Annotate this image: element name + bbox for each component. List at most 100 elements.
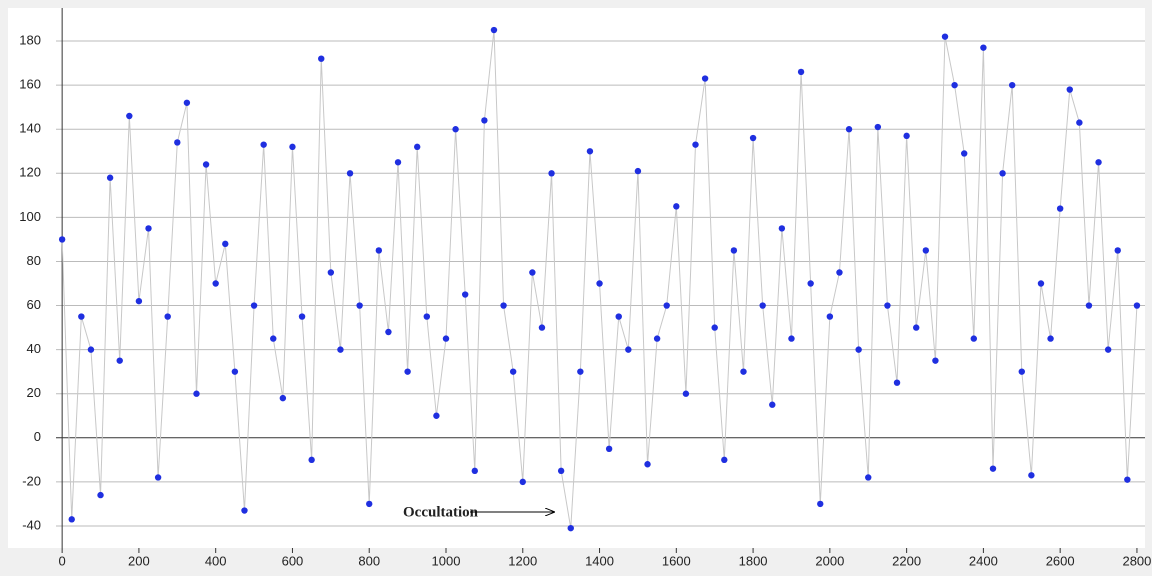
y-tick-label: 180 (19, 32, 41, 47)
data-point (442, 335, 450, 342)
data-point (740, 368, 747, 375)
data-point (807, 280, 814, 287)
data-point (414, 143, 421, 151)
data-point (202, 161, 210, 168)
x-tick-label: 2400 (969, 553, 998, 568)
data-point (596, 280, 603, 287)
data-point (500, 302, 507, 309)
x-tick-label: 1600 (662, 553, 691, 568)
data-point (1008, 81, 1016, 89)
data-point (625, 346, 632, 353)
data-point (989, 465, 997, 472)
data-point (865, 474, 872, 481)
data-point (778, 225, 786, 232)
data-point (87, 346, 95, 353)
data-point (538, 324, 546, 331)
y-tick-label: 40 (27, 341, 41, 356)
data-point (1047, 335, 1054, 342)
data-point (1095, 159, 1102, 166)
x-tick-label: 800 (358, 553, 380, 568)
data-point (749, 134, 757, 142)
data-point (298, 313, 306, 320)
data-point (1114, 247, 1121, 254)
data-point (452, 126, 459, 133)
data-point (164, 313, 171, 320)
data-point (250, 302, 258, 309)
data-point (97, 491, 104, 499)
data-point (154, 474, 162, 481)
x-tick-label: 2600 (1046, 553, 1075, 568)
data-point (893, 379, 901, 386)
data-point (1133, 302, 1141, 309)
annotation: Occultation (403, 504, 479, 520)
data-point (375, 247, 383, 254)
data-point (1028, 472, 1035, 479)
data-point (759, 302, 766, 309)
data-point (721, 456, 728, 464)
data-point (999, 170, 1006, 177)
data-point (1056, 205, 1064, 212)
data-point (327, 269, 335, 276)
data-point (106, 174, 114, 181)
data-point (903, 132, 910, 140)
data-point (78, 313, 85, 320)
x-tick-label: 1200 (508, 553, 537, 568)
data-point (193, 390, 200, 397)
data-point (1085, 302, 1093, 309)
x-tick-label: 1000 (432, 553, 461, 568)
data-point (586, 148, 594, 155)
data-point (874, 123, 882, 131)
y-tick-label: 60 (27, 297, 41, 312)
data-point (471, 467, 478, 475)
data-point (932, 357, 939, 364)
data-point (615, 313, 622, 320)
data-point (673, 203, 680, 210)
data-point (951, 81, 958, 89)
data-point (548, 170, 555, 177)
data-point (423, 313, 431, 320)
data-point (529, 269, 536, 276)
data-point (116, 357, 123, 364)
data-point (135, 297, 143, 305)
data-point (461, 291, 469, 298)
y-tick-label: -40 (22, 517, 41, 532)
data-point (730, 247, 738, 254)
x-tick-label: 1800 (739, 553, 768, 568)
data-point (913, 324, 920, 331)
data-point (1066, 86, 1073, 93)
data-point (385, 328, 392, 336)
data-point (855, 346, 862, 353)
data-point (970, 335, 978, 342)
y-tick-label: 100 (19, 209, 41, 224)
data-point (711, 324, 718, 331)
data-point (941, 33, 949, 40)
data-point (404, 368, 411, 375)
data-point (481, 117, 488, 124)
y-tick-label: 0 (34, 429, 41, 444)
data-point (1124, 476, 1131, 483)
data-point (1018, 368, 1025, 375)
data-point (174, 139, 181, 146)
data-point (289, 143, 296, 151)
data-point (346, 170, 354, 177)
y-tick-label: 160 (19, 77, 41, 92)
data-point (279, 394, 287, 402)
x-tick-label: 2200 (892, 553, 921, 568)
data-point (433, 412, 440, 419)
data-point (980, 44, 987, 51)
data-point (183, 99, 191, 106)
data-point (1076, 119, 1083, 126)
data-point (692, 141, 699, 148)
data-point (884, 302, 891, 309)
data-point (308, 456, 315, 464)
data-point (366, 500, 373, 508)
data-point (1104, 346, 1112, 353)
y-tick-label: 120 (19, 165, 41, 180)
data-point (212, 280, 219, 287)
data-point (634, 167, 642, 175)
data-point (270, 335, 277, 342)
data-point (231, 368, 239, 375)
data-point (356, 302, 363, 309)
data-point (788, 335, 795, 342)
